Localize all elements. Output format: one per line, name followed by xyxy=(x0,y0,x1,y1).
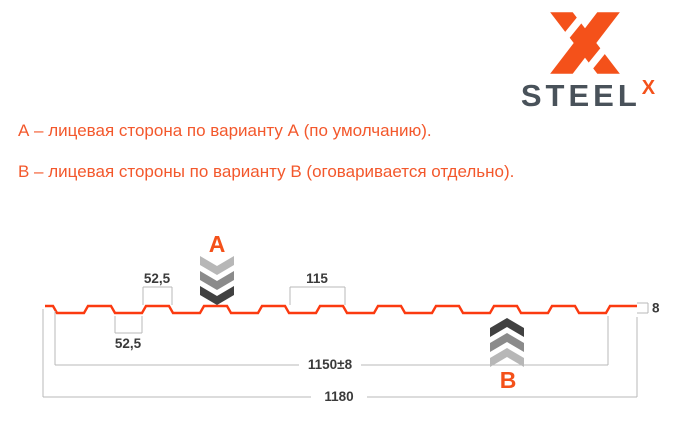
dim-bottom-flat-value: 52,5 xyxy=(115,336,142,351)
dim-height: 8 xyxy=(637,301,660,316)
dim-height-value: 8 xyxy=(652,301,660,316)
note-variant-b: В – лицевая стороны по варианту В (огова… xyxy=(18,162,515,181)
chevron-down-icon xyxy=(200,256,234,305)
brand-logo: STEEL X xyxy=(500,12,676,111)
brand-name: STEEL xyxy=(520,78,641,113)
marker-b-label: В xyxy=(500,367,517,393)
sheet-profile-line xyxy=(45,304,637,315)
brand-wordmark: STEEL X xyxy=(520,77,656,113)
dim-top-flat-value: 52,5 xyxy=(144,271,171,286)
note-variant-a: А – лицевая сторона по варианту А (по ум… xyxy=(18,121,432,140)
dim-working-width: 1150±8 xyxy=(54,311,609,372)
chevron-up-icon xyxy=(490,318,524,367)
dim-overall-width: 1180 xyxy=(42,309,638,404)
dim-bottom-flat: 52,5 xyxy=(114,316,143,351)
marker-a-label: А xyxy=(209,231,226,257)
profile-drawing: А В 52,5 115 52,5 xyxy=(42,231,660,404)
steelx-logo-icon xyxy=(544,12,626,74)
dim-pitch-value: 115 xyxy=(306,271,328,286)
dim-pitch: 115 xyxy=(289,271,346,305)
dim-overall-width-value: 1180 xyxy=(324,389,353,404)
brand-sup-x: X xyxy=(641,77,656,99)
dim-top-flat: 52,5 xyxy=(142,271,173,305)
dim-working-width-value: 1150±8 xyxy=(308,357,353,372)
